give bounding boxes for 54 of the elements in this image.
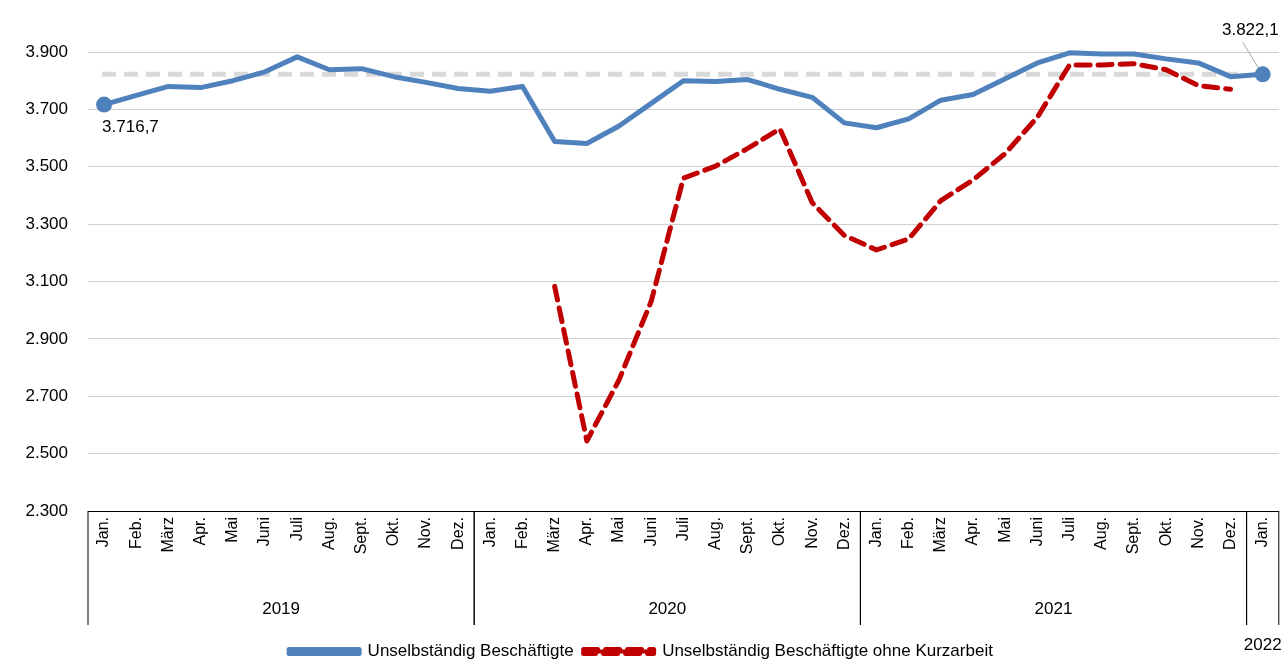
x-tick-label: Feb. bbox=[899, 517, 917, 550]
x-tick-label: Jan. bbox=[480, 517, 498, 548]
x-tick-label: Jan. bbox=[94, 517, 112, 548]
x-tick-label: Feb. bbox=[512, 517, 530, 550]
y-tick-label: 3.900 bbox=[25, 41, 68, 61]
x-tick-label: Juli bbox=[1060, 517, 1077, 542]
y-tick-label: 3.100 bbox=[25, 271, 68, 291]
x-tick-label: März bbox=[545, 517, 563, 553]
x-tick-label: März bbox=[158, 517, 176, 553]
x-tick-label: Dez. bbox=[834, 517, 852, 550]
x-tick-label: Aug. bbox=[705, 517, 723, 550]
x-tick-label: Apr. bbox=[577, 517, 595, 546]
x-tick-label: Juli bbox=[287, 517, 305, 542]
y-tick-label: 2.700 bbox=[25, 385, 68, 405]
x-tick-label: Jan. bbox=[866, 517, 884, 548]
y-tick-label: 2.900 bbox=[25, 328, 68, 348]
x-tick-label: März bbox=[931, 517, 949, 553]
x-tick-label: Mai bbox=[995, 517, 1013, 543]
data-label: 3.822,1 bbox=[1221, 19, 1279, 39]
x-tick-label: Feb. bbox=[126, 517, 144, 550]
y-tick-label: 3.700 bbox=[25, 99, 68, 119]
x-tick-label: Nov. bbox=[416, 517, 434, 549]
legend-label: Unselbständig Beschäftigte ohne Kurzarbeit bbox=[662, 641, 994, 661]
x-tick-label: Apr. bbox=[963, 517, 981, 546]
text: 2022 bbox=[1243, 634, 1282, 654]
x-tick-label: Apr. bbox=[191, 517, 209, 546]
x-tick-label: Dez. bbox=[1220, 517, 1238, 550]
x-tick-label: Juni bbox=[641, 517, 659, 547]
x-tick-label: Sept. bbox=[738, 517, 756, 555]
legend-label: Unselbständig Beschäftigte bbox=[367, 641, 574, 661]
x-tick-label: Nov. bbox=[1188, 517, 1206, 549]
x-tick-label: Okt. bbox=[1156, 517, 1174, 547]
x-tick-label: Sept. bbox=[1124, 517, 1142, 555]
text: 2021 bbox=[1034, 598, 1073, 618]
x-tick-label: Juli bbox=[673, 517, 691, 542]
x-tick-label: Jan. bbox=[1253, 517, 1271, 548]
x-tick-label: Dez. bbox=[448, 517, 466, 550]
x-tick-label: Okt. bbox=[384, 517, 402, 547]
y-tick-label: 3.300 bbox=[25, 213, 68, 233]
x-tick-label: Aug. bbox=[1092, 517, 1110, 550]
data-label: 3.716,7 bbox=[102, 116, 159, 136]
text: 2019 bbox=[262, 598, 301, 618]
x-tick-label: Nov. bbox=[802, 517, 820, 549]
y-tick-label: 2.300 bbox=[25, 500, 68, 520]
x-tick-label: Juni bbox=[1027, 517, 1045, 547]
x-tick-label: Okt. bbox=[770, 517, 788, 547]
x-tick-label: Mai bbox=[609, 517, 627, 543]
x-tick-label: Sept. bbox=[351, 517, 369, 555]
x-tick-label: Aug. bbox=[319, 517, 337, 550]
x-tick-label: Mai bbox=[223, 517, 241, 543]
y-tick-label: 2.500 bbox=[25, 443, 68, 463]
x-tick-label: Juni bbox=[255, 517, 273, 547]
y-tick-label: 3.500 bbox=[25, 156, 68, 176]
text: 2020 bbox=[648, 598, 687, 618]
